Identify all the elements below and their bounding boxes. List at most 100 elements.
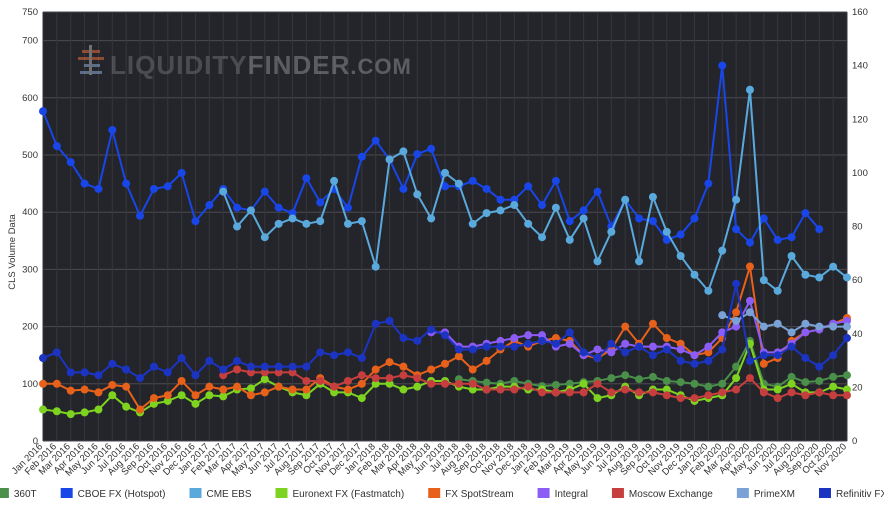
data-point[interactable] xyxy=(801,328,810,337)
data-point[interactable] xyxy=(52,379,61,388)
data-point[interactable] xyxy=(52,348,61,357)
data-point[interactable] xyxy=(829,351,838,360)
data-point[interactable] xyxy=(745,356,754,365)
data-point[interactable] xyxy=(676,394,685,403)
data-point[interactable] xyxy=(441,379,449,388)
data-point[interactable] xyxy=(149,184,158,193)
data-point[interactable] xyxy=(801,209,810,218)
data-point[interactable] xyxy=(801,378,810,387)
data-point[interactable] xyxy=(274,203,283,212)
data-point[interactable] xyxy=(704,179,713,188)
legend-item[interactable]: FX SpotStream xyxy=(428,488,514,500)
data-point[interactable] xyxy=(427,144,436,153)
data-point[interactable] xyxy=(635,388,644,397)
data-point[interactable] xyxy=(676,356,685,365)
data-point[interactable] xyxy=(593,187,602,196)
data-point[interactable] xyxy=(94,184,103,193)
data-point[interactable] xyxy=(815,362,824,371)
data-point[interactable] xyxy=(718,345,727,354)
data-point[interactable] xyxy=(787,388,796,397)
data-point[interactable] xyxy=(399,385,408,394)
data-point[interactable] xyxy=(745,296,754,305)
data-point[interactable] xyxy=(662,391,671,400)
data-point[interactable] xyxy=(233,365,242,374)
data-point[interactable] xyxy=(246,206,255,215)
data-point[interactable] xyxy=(163,396,172,405)
data-point[interactable] xyxy=(136,211,145,220)
data-point[interactable] xyxy=(122,365,131,374)
data-point[interactable] xyxy=(427,365,436,374)
data-point[interactable] xyxy=(510,385,519,394)
data-point[interactable] xyxy=(39,379,47,388)
data-point[interactable] xyxy=(66,158,75,167)
data-point[interactable] xyxy=(191,217,200,226)
data-point[interactable] xyxy=(260,187,269,196)
data-point[interactable] xyxy=(260,362,269,371)
data-point[interactable] xyxy=(371,319,380,328)
data-point[interactable] xyxy=(80,385,89,394)
data-point[interactable] xyxy=(551,334,560,343)
data-point[interactable] xyxy=(413,190,422,199)
data-point[interactable] xyxy=(413,382,422,391)
data-point[interactable] xyxy=(690,359,699,368)
data-point[interactable] xyxy=(732,308,741,317)
legend-item[interactable]: Moscow Exchange xyxy=(611,488,713,500)
data-point[interactable] xyxy=(648,372,657,381)
data-point[interactable] xyxy=(205,391,214,400)
data-point[interactable] xyxy=(510,342,519,351)
data-point[interactable] xyxy=(704,348,713,357)
data-point[interactable] xyxy=(357,371,366,380)
data-point[interactable] xyxy=(815,273,824,282)
data-point[interactable] xyxy=(191,399,200,408)
data-point[interactable] xyxy=(815,376,824,385)
data-point[interactable] xyxy=(371,374,380,383)
data-point[interactable] xyxy=(732,225,741,234)
data-point[interactable] xyxy=(302,391,311,400)
data-point[interactable] xyxy=(538,336,547,345)
data-point[interactable] xyxy=(177,168,186,177)
data-point[interactable] xyxy=(745,262,754,271)
data-point[interactable] xyxy=(496,336,505,345)
data-point[interactable] xyxy=(233,203,242,212)
data-point[interactable] xyxy=(621,195,630,204)
data-point[interactable] xyxy=(579,348,588,357)
data-point[interactable] xyxy=(579,214,588,223)
legend-item[interactable]: 360T xyxy=(0,488,37,500)
data-point[interactable] xyxy=(205,382,214,391)
data-point[interactable] xyxy=(579,388,588,397)
data-point[interactable] xyxy=(302,174,311,183)
data-point[interactable] xyxy=(288,385,297,394)
data-point[interactable] xyxy=(801,319,810,328)
data-point[interactable] xyxy=(843,371,851,380)
data-point[interactable] xyxy=(843,316,851,325)
data-point[interactable] xyxy=(773,394,782,403)
data-point[interactable] xyxy=(759,351,768,360)
data-point[interactable] xyxy=(52,142,61,151)
data-point[interactable] xyxy=(371,379,380,388)
data-point[interactable] xyxy=(108,380,117,389)
legend-item[interactable]: Euronext FX (Fastmatch) xyxy=(275,488,405,500)
data-point[interactable] xyxy=(260,368,269,377)
data-point[interactable] xyxy=(399,184,408,193)
data-point[interactable] xyxy=(579,206,588,215)
data-point[interactable] xyxy=(468,365,477,374)
data-point[interactable] xyxy=(524,219,533,228)
data-point[interactable] xyxy=(399,371,408,380)
data-point[interactable] xyxy=(274,368,283,377)
data-point[interactable] xyxy=(343,203,352,212)
data-point[interactable] xyxy=(635,375,644,384)
data-point[interactable] xyxy=(482,356,491,365)
data-point[interactable] xyxy=(219,365,228,374)
data-point[interactable] xyxy=(607,339,616,348)
data-point[interactable] xyxy=(149,394,158,403)
data-point[interactable] xyxy=(815,322,824,331)
data-point[interactable] xyxy=(704,391,713,400)
data-point[interactable] xyxy=(302,385,311,394)
data-point[interactable] xyxy=(718,388,727,397)
data-point[interactable] xyxy=(122,179,131,188)
data-point[interactable] xyxy=(288,368,297,377)
data-point[interactable] xyxy=(635,257,644,266)
data-point[interactable] xyxy=(357,152,366,161)
data-point[interactable] xyxy=(524,331,533,340)
data-point[interactable] xyxy=(690,270,699,279)
